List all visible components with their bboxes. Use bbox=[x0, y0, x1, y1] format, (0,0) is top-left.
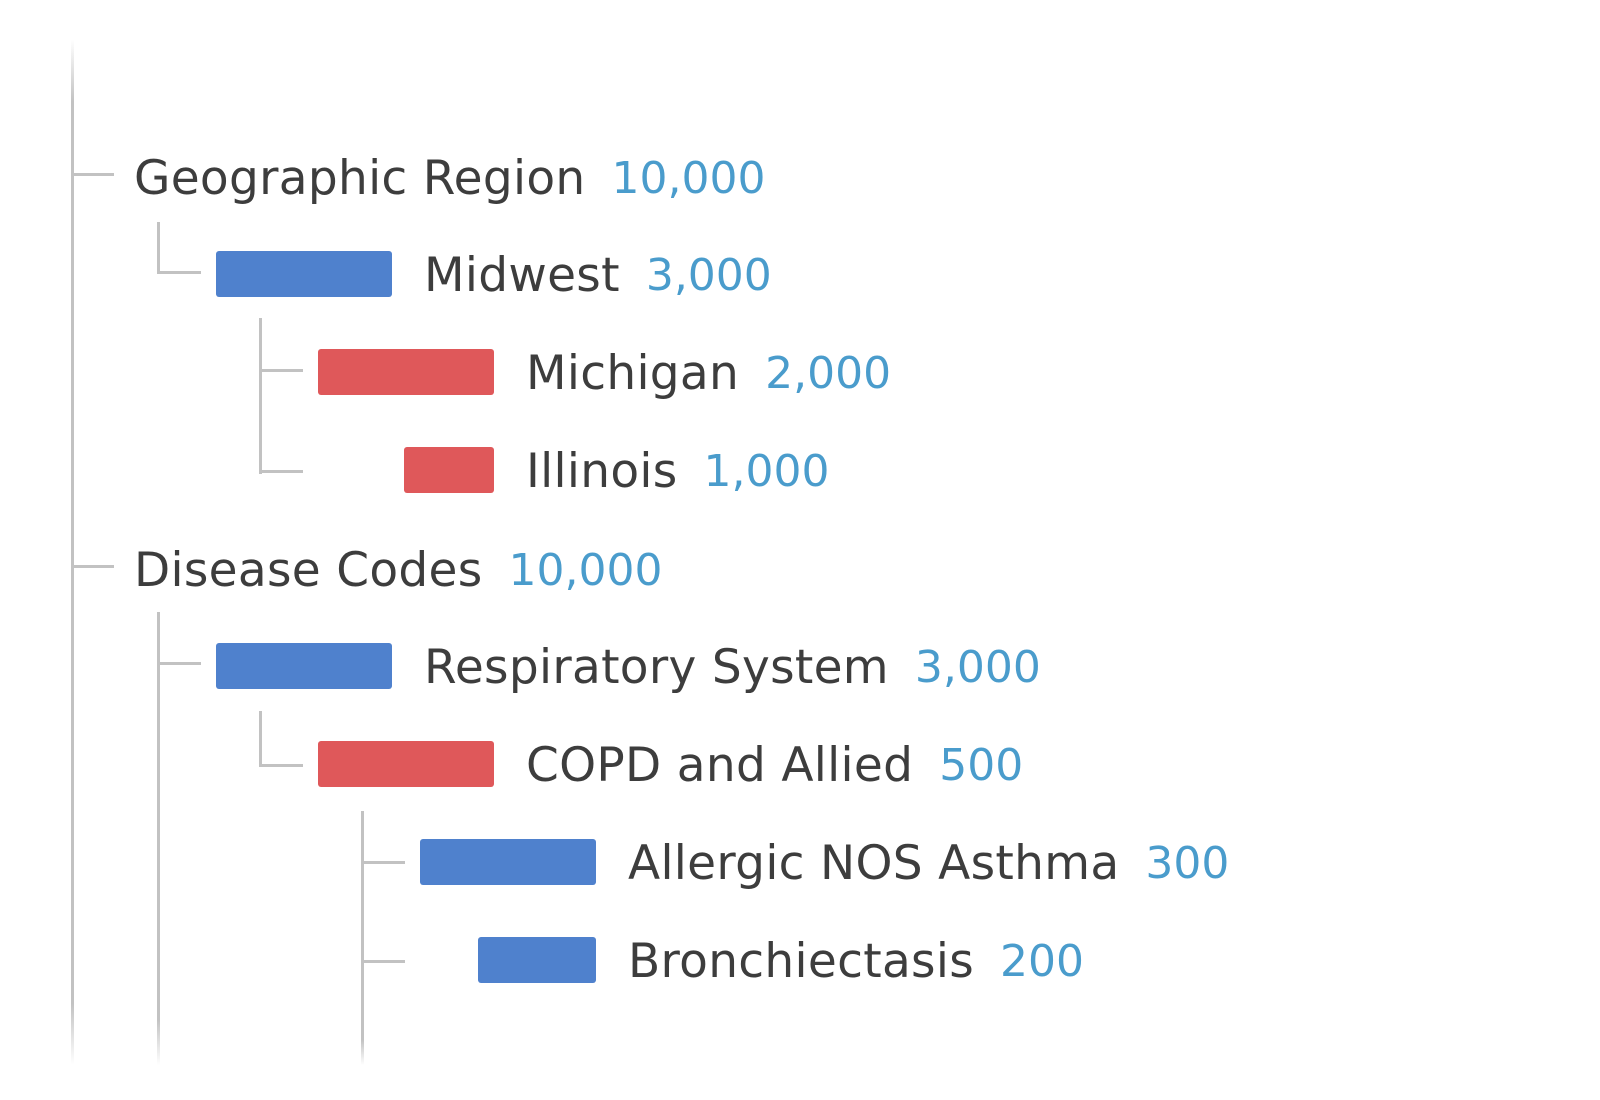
node-label: Midwest bbox=[424, 247, 620, 303]
tree-connector bbox=[259, 711, 262, 767]
tree-connector bbox=[157, 271, 201, 274]
node-label: Disease Codes bbox=[134, 542, 483, 598]
node-label: COPD and Allied bbox=[526, 737, 914, 793]
tree-node-respiratory-system[interactable]: Respiratory System 3,000 bbox=[424, 637, 1041, 697]
node-label: Illinois bbox=[526, 443, 678, 499]
node-label: Michigan bbox=[526, 345, 740, 401]
tree-node-bronchiectasis[interactable]: Bronchiectasis 200 bbox=[628, 931, 1084, 991]
tree-connector bbox=[259, 470, 303, 473]
node-label: Allergic NOS Asthma bbox=[628, 835, 1120, 891]
tree-node-copd-and-allied[interactable]: COPD and Allied 500 bbox=[526, 735, 1023, 795]
tree-node-michigan[interactable]: Michigan 2,000 bbox=[526, 343, 891, 403]
tree-node-geographic-region[interactable]: Geographic Region 10,000 bbox=[134, 148, 765, 208]
tree-connector bbox=[157, 222, 160, 274]
tree-connector bbox=[361, 861, 405, 864]
tree-connector bbox=[259, 318, 262, 474]
tree-node-midwest[interactable]: Midwest 3,000 bbox=[424, 245, 772, 305]
bar-allergic-nos-asthma bbox=[420, 839, 596, 885]
tree-node-disease-codes[interactable]: Disease Codes 10,000 bbox=[134, 540, 662, 600]
bar-midwest bbox=[216, 251, 392, 297]
bar-michigan bbox=[318, 349, 494, 395]
tree-connector bbox=[71, 565, 114, 568]
tree-connector bbox=[157, 612, 160, 1065]
node-count: 1,000 bbox=[703, 445, 830, 497]
node-count: 3,000 bbox=[645, 249, 772, 301]
node-count: 3,000 bbox=[914, 641, 1041, 693]
bar-respiratory-system bbox=[216, 643, 392, 689]
node-count: 10,000 bbox=[611, 152, 766, 204]
node-label: Geographic Region bbox=[134, 150, 586, 206]
tree-root-line bbox=[71, 40, 74, 1065]
node-count: 10,000 bbox=[508, 544, 663, 596]
node-count: 500 bbox=[939, 739, 1024, 791]
bar-bronchiectasis bbox=[478, 937, 596, 983]
node-count: 200 bbox=[999, 935, 1084, 987]
bar-illinois bbox=[404, 447, 494, 493]
tree-connector bbox=[157, 662, 201, 665]
tree-connector bbox=[259, 764, 303, 767]
tree-node-illinois[interactable]: Illinois 1,000 bbox=[526, 441, 830, 501]
node-count: 300 bbox=[1145, 837, 1230, 889]
bar-copd-and-allied bbox=[318, 741, 494, 787]
node-label: Bronchiectasis bbox=[628, 933, 974, 989]
tree-connector bbox=[361, 811, 364, 1065]
tree-node-allergic-nos-asthma[interactable]: Allergic NOS Asthma 300 bbox=[628, 833, 1229, 893]
tree-connector bbox=[259, 369, 303, 372]
node-label: Respiratory System bbox=[424, 639, 889, 695]
tree-connector bbox=[71, 173, 114, 176]
node-count: 2,000 bbox=[765, 347, 892, 399]
tree-connector bbox=[361, 960, 405, 963]
